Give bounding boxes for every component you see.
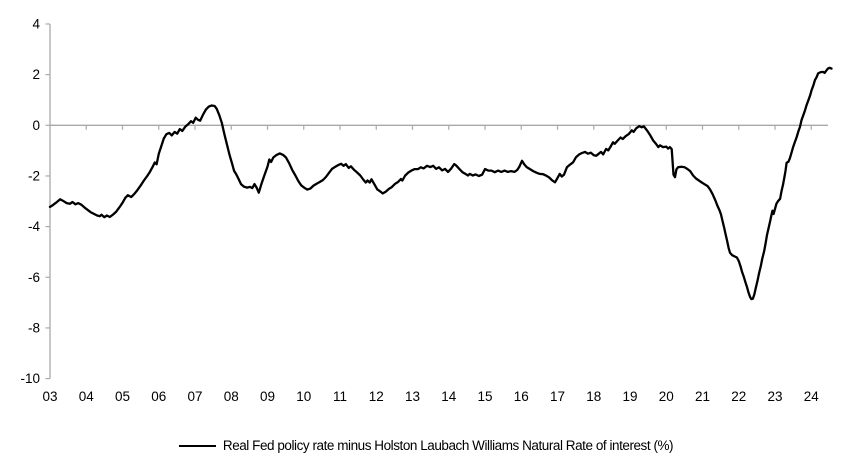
y-tick-label: 2 [32, 67, 40, 82]
series-line [48, 66, 833, 301]
x-tick-label: 06 [151, 389, 166, 404]
x-tick-label: 05 [115, 389, 130, 404]
x-tick-label: 17 [550, 389, 565, 404]
y-tick-label: 4 [32, 17, 40, 32]
x-tick-label: 22 [731, 389, 746, 404]
x-tick-label: 16 [514, 389, 529, 404]
y-tick-label: -2 [28, 169, 40, 184]
x-tick-label: 21 [695, 389, 710, 404]
y-tick-label: -6 [28, 270, 40, 285]
y-tick-label: -8 [28, 321, 40, 336]
legend: Real Fed policy rate minus Holston Lauba… [0, 438, 852, 453]
x-tick-label: 11 [333, 389, 347, 404]
legend-line-icon [178, 444, 216, 447]
x-tick-label: 24 [804, 389, 820, 404]
x-tick-label: 12 [369, 389, 384, 404]
x-tick-label: 04 [79, 389, 95, 404]
x-tick-label: 19 [622, 389, 637, 404]
x-tick-label: 07 [187, 389, 202, 404]
x-tick-label: 03 [42, 389, 57, 404]
x-tick-label: 23 [767, 389, 782, 404]
y-tick-label: -4 [28, 219, 40, 234]
x-tick-label: 08 [224, 389, 239, 404]
y-tick-label: -10 [20, 371, 40, 386]
x-tick-label: 15 [477, 389, 492, 404]
x-tick-label: 14 [441, 389, 457, 404]
x-tick-label: 09 [260, 389, 275, 404]
x-tick-label: 13 [405, 389, 420, 404]
x-tick-label: 18 [586, 389, 601, 404]
y-tick-label: 0 [32, 118, 40, 133]
x-tick-label: 20 [659, 389, 674, 404]
x-tick-label: 10 [296, 389, 311, 404]
legend-label: Real Fed policy rate minus Holston Lauba… [222, 438, 674, 453]
